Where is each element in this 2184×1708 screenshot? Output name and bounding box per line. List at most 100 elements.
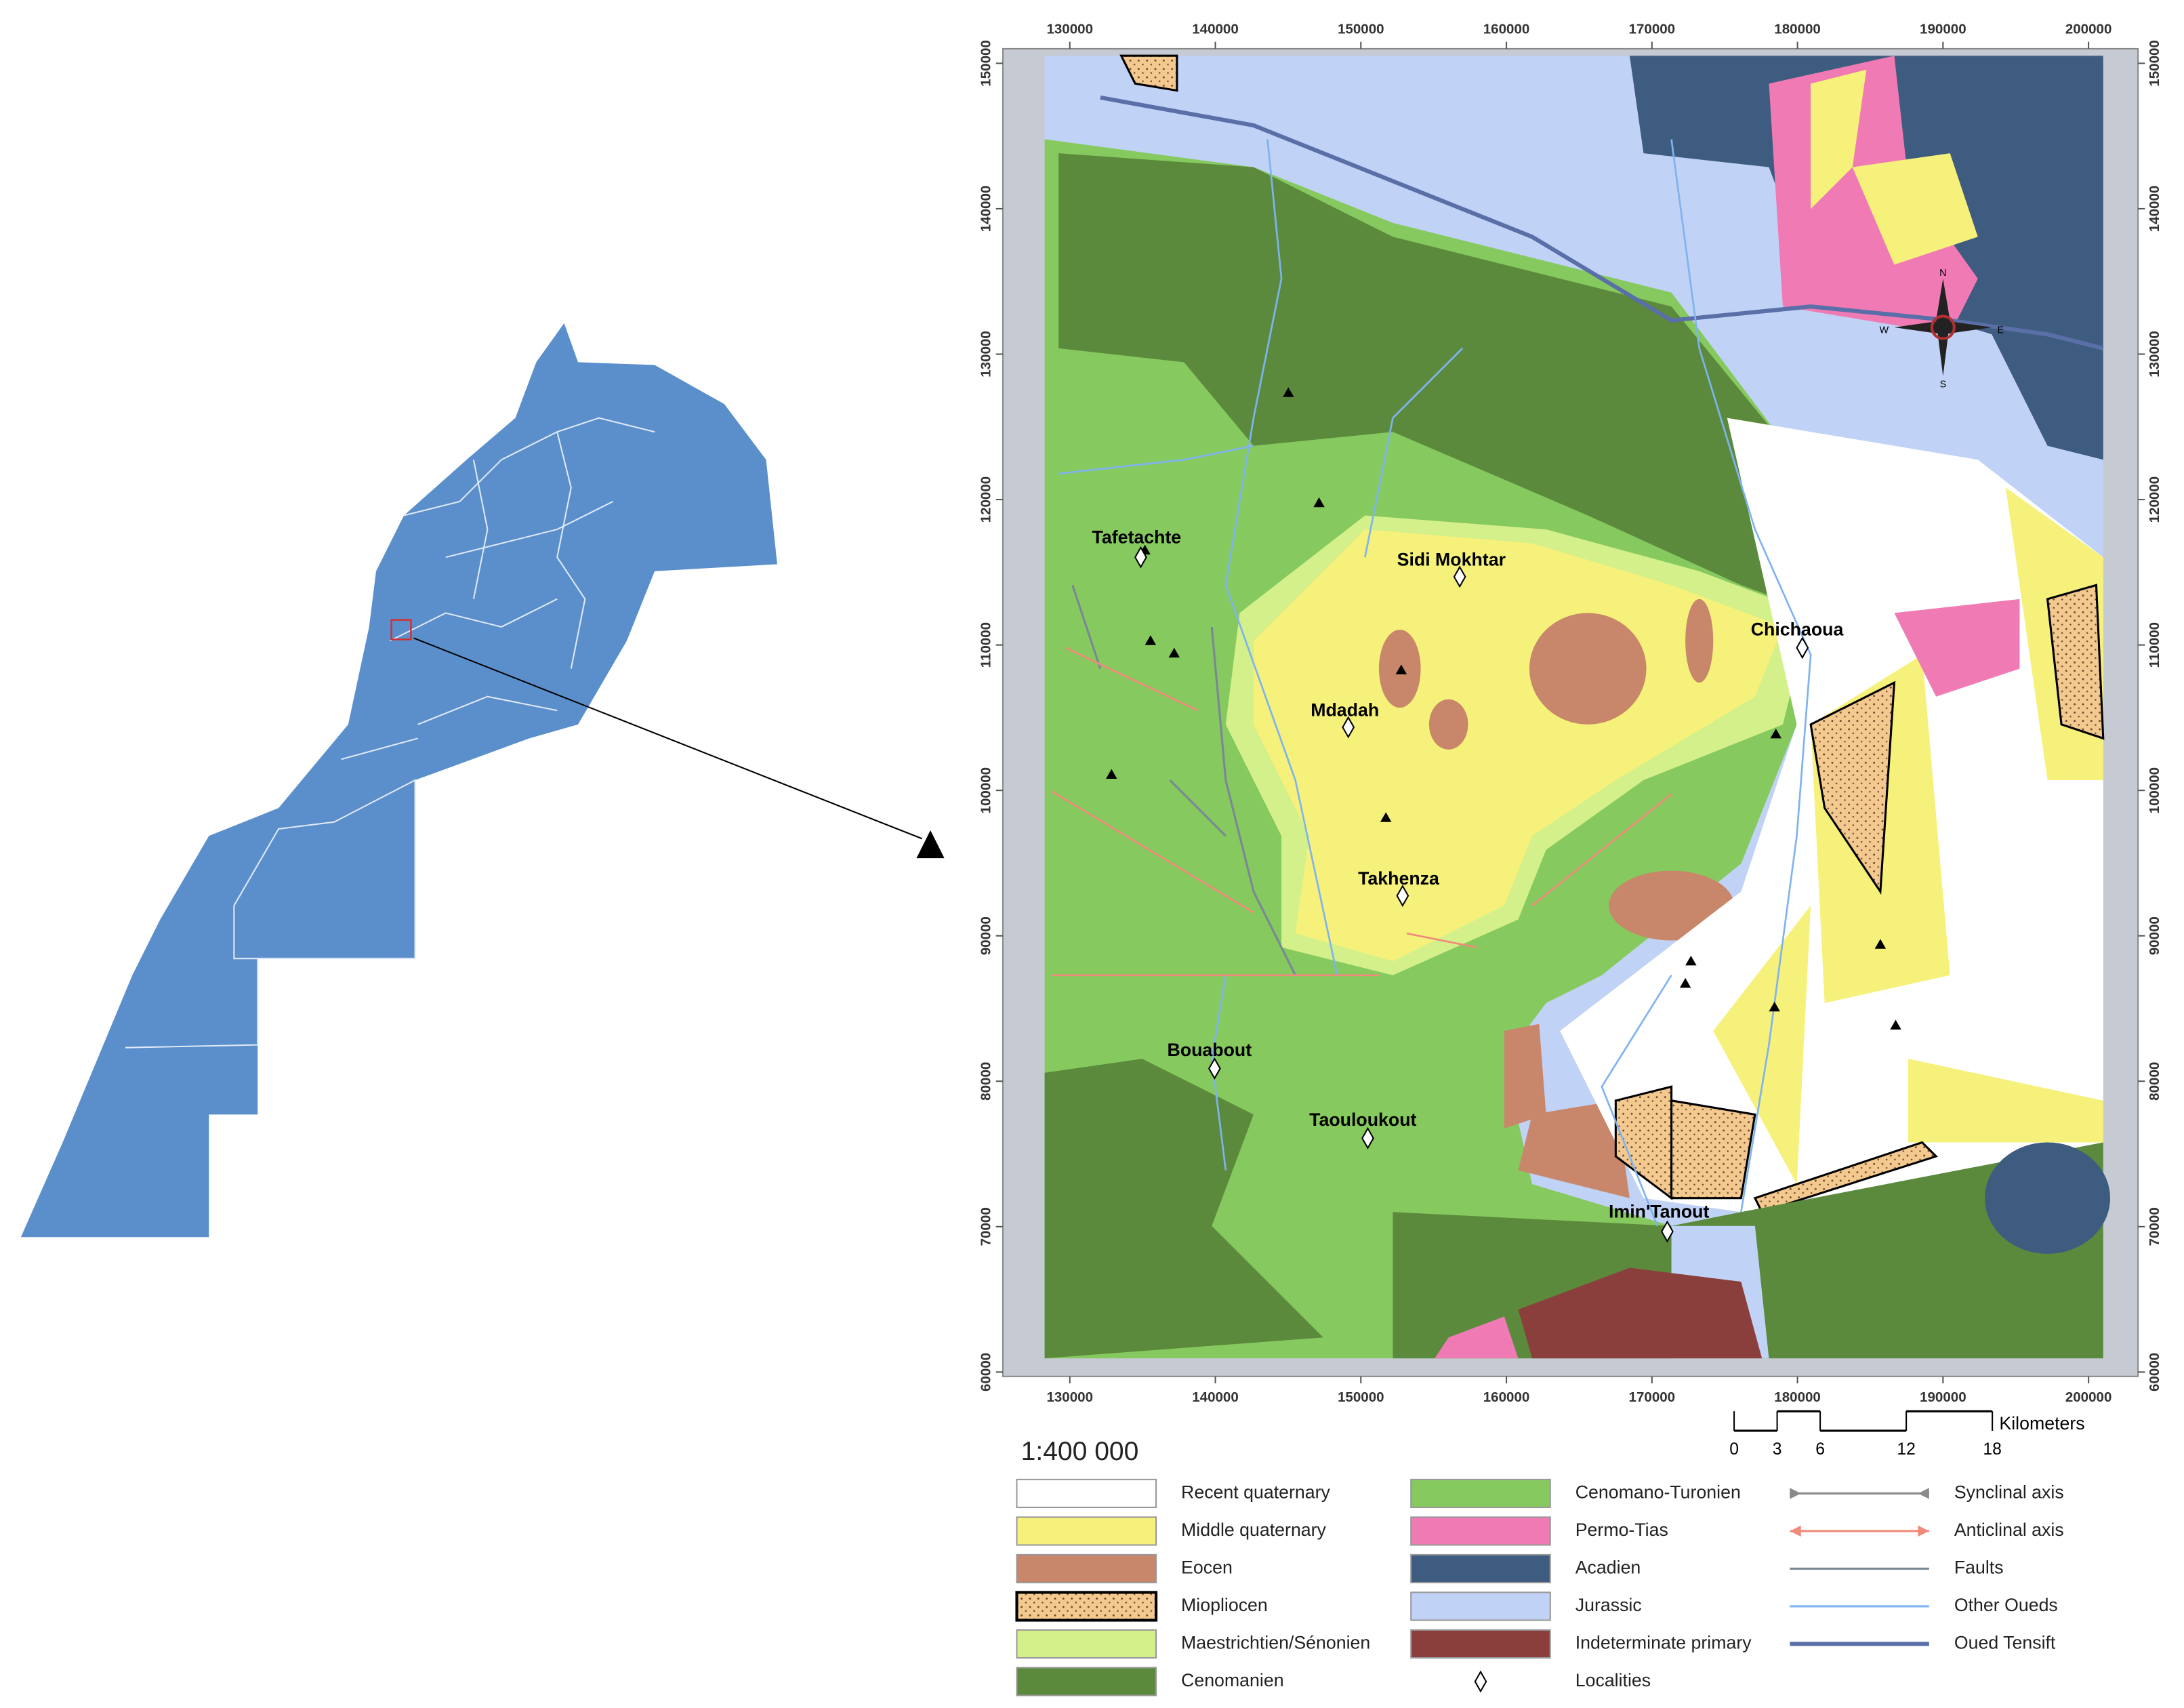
legend-label: Maestrichtien/Sénonien [1181, 1633, 1370, 1653]
legend-swatch [1918, 1525, 1929, 1537]
compass [1894, 320, 1992, 335]
legend-label: Oued Tensift [1954, 1633, 2056, 1653]
y-tick-label: 130000 [2147, 331, 2162, 378]
y-tick-label: 80000 [2147, 1062, 2162, 1101]
geology-map [1106, 769, 1117, 779]
geology-map [1518, 1267, 1763, 1359]
scale-label: 12 [1897, 1440, 1915, 1459]
locality-marker [1796, 636, 1809, 659]
y-tick-label: 70000 [2147, 1207, 2162, 1246]
y-tick-label: 60000 [978, 1353, 993, 1391]
legend-label: Indeterminate primary [1575, 1633, 1752, 1653]
legend-swatch [1410, 1516, 1551, 1546]
legend-label: Cenomano-Turonien [1575, 1482, 1741, 1503]
x-tick-label: 170000 [1629, 21, 1676, 37]
x-tick-label: 130000 [1046, 21, 1093, 37]
legend-label: Cenomanien [1181, 1670, 1284, 1690]
legend-swatch [1410, 1591, 1551, 1621]
y-tick-label: 60000 [2147, 1353, 2162, 1391]
morocco-map [20, 323, 945, 1238]
x-tick-label: 200000 [2065, 21, 2112, 37]
compass-label: S [1940, 379, 1947, 390]
legend-label: Jurassic [1575, 1595, 1642, 1615]
geology-map [1168, 647, 1180, 658]
y-tick-label: 100000 [978, 767, 993, 814]
geology-map [1119, 54, 1178, 92]
y-tick-label: 80000 [978, 1062, 993, 1101]
y-tick-label: 90000 [978, 916, 993, 955]
y-tick-label: 110000 [978, 622, 993, 668]
geology-map [1890, 1019, 1901, 1030]
geology-map [1058, 139, 1812, 1227]
locality-marker [1453, 565, 1466, 588]
geology-map [1770, 729, 1781, 739]
legend-label: Synclinal axis [1954, 1482, 2064, 1503]
y-tick-label: 120000 [2147, 476, 2162, 523]
x-tick-label: 140000 [1192, 1389, 1239, 1405]
geology-map [1051, 647, 1672, 977]
legend-label: Middle quaternary [1181, 1520, 1327, 1540]
x-tick-label: 180000 [1774, 21, 1821, 37]
y-tick-label: 100000 [2147, 767, 2162, 814]
legend-label: Faults [1954, 1558, 2004, 1578]
legend-swatch [1410, 1478, 1551, 1509]
morocco-map [390, 619, 412, 640]
legend-swatch [1790, 1525, 1801, 1537]
geology-map [1809, 680, 1896, 895]
locality-marker [1134, 546, 1147, 569]
legend-label: Other Oueds [1954, 1595, 2058, 1615]
y-tick-label: 140000 [978, 186, 993, 232]
geology-map [1670, 1099, 1756, 1200]
legend-label: Permo-Tias [1575, 1520, 1668, 1540]
legend-swatch [1790, 1488, 1801, 1499]
legend-swatch [1016, 1667, 1157, 1696]
geology-map [1145, 635, 1157, 645]
x-tick-label: 150000 [1338, 1389, 1384, 1405]
y-tick-label: 130000 [978, 331, 993, 378]
geology-map [1380, 812, 1392, 822]
geology-map [1106, 387, 1901, 1030]
x-tick-label: 160000 [1483, 21, 1530, 37]
locality-marker [1396, 884, 1409, 908]
y-tick-label: 120000 [978, 476, 993, 523]
geology-map [1685, 598, 1714, 683]
geology-map [1283, 387, 1294, 397]
scale-label: 0 [1729, 1440, 1739, 1459]
legend-swatch [1474, 1670, 1487, 1693]
locality-label: Sidi Mokhtar [1397, 550, 1506, 570]
geology-map [1874, 939, 1887, 949]
geology-map [1119, 54, 2105, 1214]
y-tick-label: 150000 [2147, 40, 2162, 87]
geology-map [1058, 153, 1818, 613]
morocco-map [341, 417, 655, 760]
compass-label: W [1880, 325, 1889, 336]
geology-map [1753, 1141, 1938, 1214]
locality-label: Takhenza [1358, 868, 1440, 889]
legend-swatch [1918, 1488, 1929, 1499]
geology-map [1435, 1316, 1519, 1359]
geology-map [1504, 1023, 1630, 1198]
geology-map [2046, 584, 2105, 740]
geology-map [1071, 584, 1296, 976]
scale-unit: Kilometers [1999, 1413, 2084, 1434]
legend-swatch [1410, 1553, 1551, 1584]
compass [1894, 279, 1992, 376]
x-tick-label: 160000 [1483, 1389, 1530, 1405]
legend-swatch [1015, 1591, 1158, 1622]
geology-map [1100, 95, 2104, 350]
x-tick-label: 150000 [1338, 21, 1384, 37]
generated: 130000 130000 140000 140000 150000 150000 1600… [978, 21, 2162, 1696]
legend-swatch [1016, 1478, 1157, 1509]
legend-swatch [1410, 1629, 1551, 1659]
locality-marker [1342, 716, 1355, 739]
y-tick-label: 110000 [2147, 622, 2162, 668]
locality-label: Chichaoua [1751, 619, 1845, 639]
geology-map [1769, 1001, 1780, 1012]
legend-label: Eocen [1181, 1558, 1233, 1578]
y-tick-label: 70000 [978, 1207, 993, 1246]
compass [1930, 314, 1956, 340]
legend-label: Recent quaternary [1181, 1482, 1330, 1503]
locality-label: Mdadah [1311, 700, 1379, 720]
x-tick-label: 180000 [1774, 1389, 1821, 1405]
